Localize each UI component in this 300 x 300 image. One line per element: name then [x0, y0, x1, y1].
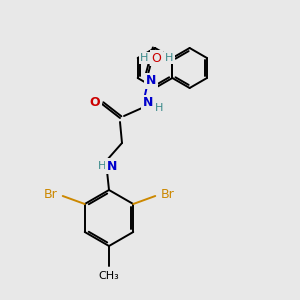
Text: CH₃: CH₃	[99, 271, 119, 281]
Text: O: O	[90, 97, 100, 110]
Text: Br: Br	[44, 188, 58, 200]
Text: N: N	[107, 160, 117, 172]
Text: Br: Br	[160, 188, 174, 200]
Text: H: H	[140, 53, 148, 63]
Text: H: H	[98, 161, 106, 171]
Text: O: O	[152, 52, 161, 64]
Text: H: H	[165, 53, 173, 63]
Text: H: H	[155, 103, 163, 113]
Text: N: N	[143, 97, 153, 110]
Text: N: N	[146, 74, 156, 88]
